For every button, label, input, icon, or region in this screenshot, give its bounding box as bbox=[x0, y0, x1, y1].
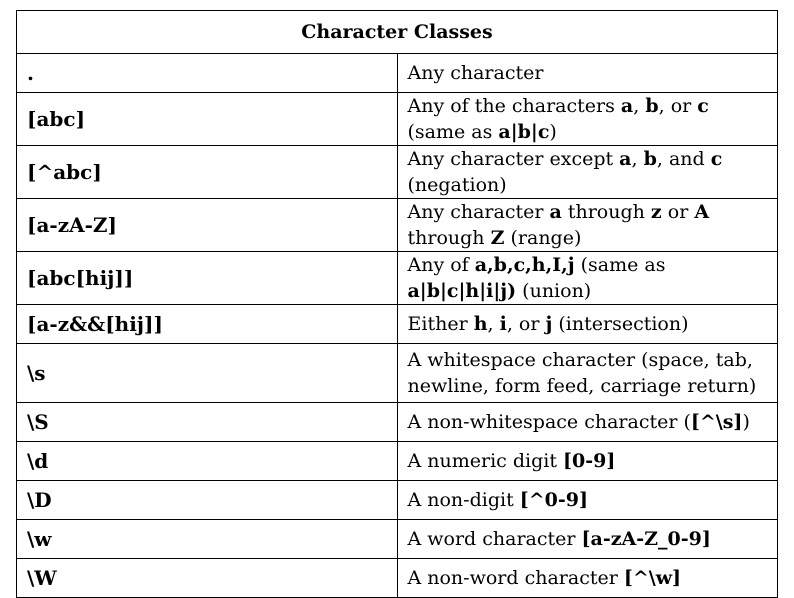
description-bold-segment: b bbox=[643, 148, 657, 170]
description-bold-segment: a,b,c,h,I,j bbox=[474, 254, 575, 276]
description-bold-segment: i bbox=[499, 313, 507, 335]
symbol-cell: \D bbox=[16, 480, 398, 520]
description-cell: Any of the characters a, b, or c (same a… bbox=[396, 92, 778, 146]
description-cell: A non-digit [^0-9] bbox=[396, 480, 778, 520]
description-text-segment: , or bbox=[658, 95, 698, 117]
description-bold-segment: j bbox=[545, 313, 553, 335]
description-text-segment: Any character except bbox=[407, 148, 620, 170]
description-cell: Any character except a, b, and c (negati… bbox=[396, 145, 778, 199]
description-text-segment: A numeric digit bbox=[407, 450, 563, 472]
description-bold-segment: a|b|c|h|i|j) bbox=[407, 280, 517, 302]
table-row: [a-zA-Z] Any character a through z or A t… bbox=[16, 198, 778, 252]
table-header-row: Character Classes bbox=[16, 10, 778, 54]
description-text-segment: through bbox=[407, 227, 491, 249]
description-text-segment: through bbox=[561, 201, 651, 223]
table-row: [abc[hij]] Any of a,b,c,h,I,j (same as a|… bbox=[16, 251, 778, 305]
description-cell: A numeric digit [0-9] bbox=[396, 441, 778, 481]
description-bold-segment: a bbox=[620, 95, 634, 117]
description-cell: Any of a,b,c,h,I,j (same as a|b|c|h|i|j)… bbox=[396, 251, 778, 305]
table-row: \s A whitespace character (space, tab, ne… bbox=[16, 343, 778, 403]
description-bold-segment: [^0-9] bbox=[519, 489, 588, 511]
description-cell: A word character [a-zA-Z_0-9] bbox=[396, 519, 778, 559]
description-text-segment: , bbox=[633, 95, 646, 117]
description-text-segment: A word character bbox=[407, 528, 582, 550]
table-title: Character Classes bbox=[16, 10, 778, 54]
table-body: . Any character [abc] Any of the characters… bbox=[16, 53, 778, 598]
description-text-segment: , or bbox=[506, 313, 546, 335]
description-bold-segment: [0-9] bbox=[563, 450, 616, 472]
symbol-cell: [a-zA-Z] bbox=[16, 198, 398, 252]
description-bold-segment: a bbox=[549, 201, 562, 223]
description-text-segment: (same as bbox=[574, 254, 666, 276]
description-text-segment: , bbox=[631, 148, 644, 170]
description-bold-segment: a|b|c bbox=[498, 121, 550, 143]
description-text-segment: (intersection) bbox=[552, 313, 689, 335]
character-classes-table: Character Classes . Any character [abc] Any… bbox=[16, 10, 778, 598]
symbol-cell: [^abc] bbox=[16, 145, 398, 199]
symbol-cell: [abc] bbox=[16, 92, 398, 146]
description-cell: A whitespace character (space, tab, newl… bbox=[396, 343, 778, 403]
description-text-segment: or bbox=[661, 201, 695, 223]
description-text-segment: (same as bbox=[407, 121, 499, 143]
description-bold-segment: A bbox=[694, 201, 710, 223]
description-text-segment: (range) bbox=[504, 227, 582, 249]
description-text-segment: Any character bbox=[407, 201, 550, 223]
table-row: \D A non-digit [^0-9] bbox=[16, 480, 778, 520]
table-row: [a-z&&[hij]] Either h, i, or j (intersect… bbox=[16, 304, 778, 344]
description-cell: Either h, i, or j (intersection) bbox=[396, 304, 778, 344]
description-text-segment: (union) bbox=[516, 280, 592, 302]
description-bold-segment: Z bbox=[490, 227, 505, 249]
symbol-cell: [a-z&&[hij]] bbox=[16, 304, 398, 344]
description-text-segment: A whitespace character (space, tab, newl… bbox=[407, 349, 757, 397]
table-row: [^abc] Any character except a, b, and c (… bbox=[16, 145, 778, 199]
description-cell: A non-whitespace character ([^\s]) bbox=[396, 402, 778, 442]
symbol-cell: . bbox=[16, 53, 398, 93]
description-text-segment: ) bbox=[742, 411, 750, 433]
symbol-cell: \S bbox=[16, 402, 398, 442]
description-bold-segment: b bbox=[645, 95, 659, 117]
symbol-cell: \d bbox=[16, 441, 398, 481]
description-text-segment: Either bbox=[407, 313, 474, 335]
description-text-segment: ) bbox=[549, 121, 557, 143]
table-row: \d A numeric digit [0-9] bbox=[16, 441, 778, 481]
description-text-segment: , bbox=[487, 313, 500, 335]
description-text-segment: A non-whitespace character ( bbox=[407, 411, 691, 433]
table-row: . Any character bbox=[16, 53, 778, 93]
description-cell: Any character bbox=[396, 53, 778, 93]
symbol-cell: \s bbox=[16, 343, 398, 403]
table-row: \w A word character [a-zA-Z_0-9] bbox=[16, 519, 778, 559]
description-bold-segment: [a-zA-Z_0-9] bbox=[581, 528, 711, 550]
description-text-segment: Any character bbox=[407, 62, 544, 84]
table-row: \S A non-whitespace character ([^\s]) bbox=[16, 402, 778, 442]
table-row: [abc] Any of the characters a, b, or c (s… bbox=[16, 92, 778, 146]
description-bold-segment: a bbox=[619, 148, 632, 170]
description-bold-segment: c bbox=[710, 148, 723, 170]
description-cell: Any character a through z or A through Z… bbox=[396, 198, 778, 252]
description-text-segment: Any of bbox=[407, 254, 475, 276]
description-text-segment: Any of the characters bbox=[407, 95, 621, 117]
description-text-segment: , and bbox=[656, 148, 711, 170]
description-bold-segment: [^\w] bbox=[623, 567, 682, 589]
description-bold-segment: c bbox=[697, 95, 709, 117]
description-bold-segment: h bbox=[473, 313, 488, 335]
description-bold-segment: [^\s] bbox=[690, 411, 743, 433]
symbol-cell: \W bbox=[16, 558, 398, 598]
description-bold-segment: z bbox=[650, 201, 662, 223]
symbol-cell: [abc[hij]] bbox=[16, 251, 398, 305]
description-text-segment: A non-digit bbox=[407, 489, 520, 511]
symbol-cell: \w bbox=[16, 519, 398, 559]
description-text-segment: A non-word character bbox=[407, 567, 624, 589]
description-text-segment: (negation) bbox=[407, 174, 507, 196]
description-cell: A non-word character [^\w] bbox=[396, 558, 778, 598]
table-row: \W A non-word character [^\w] bbox=[16, 558, 778, 598]
